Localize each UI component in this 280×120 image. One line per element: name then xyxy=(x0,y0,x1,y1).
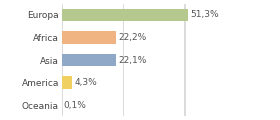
Text: 51,3%: 51,3% xyxy=(190,10,219,19)
Bar xyxy=(62,76,72,89)
Text: 22,1%: 22,1% xyxy=(118,55,146,65)
Bar xyxy=(62,54,116,66)
Text: 22,2%: 22,2% xyxy=(118,33,147,42)
Text: 4,3%: 4,3% xyxy=(74,78,97,87)
Bar xyxy=(62,31,116,44)
Bar xyxy=(62,9,188,21)
Text: 0,1%: 0,1% xyxy=(64,101,87,110)
